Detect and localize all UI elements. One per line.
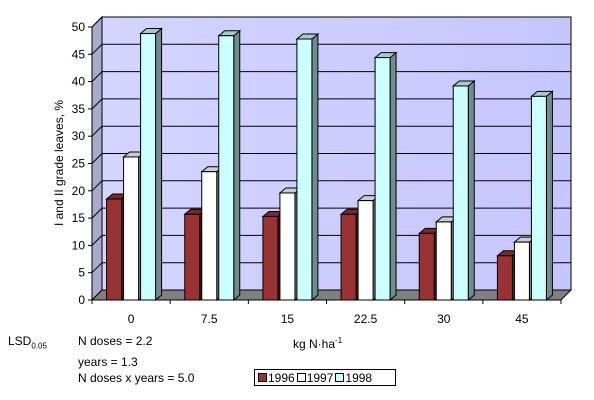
x-tick-label: 45 [515, 312, 529, 326]
x-axis-ticks: 0 7.5 15 22.5 30 45 [91, 300, 562, 326]
gridlines [91, 16, 571, 274]
y-tick-label: 35 [72, 102, 86, 116]
y-tick-label: 5 [78, 266, 85, 280]
bar-1998-15 [295, 32, 320, 302]
bars [105, 27, 554, 302]
lsd-row-2: years = 1.3 [8, 354, 194, 370]
x-axis-label-main: kg N·ha [293, 337, 335, 351]
lsd-row-3: N doses x years = 5.0 [8, 370, 194, 386]
bar-1998-7.5 [217, 29, 242, 302]
bar-front [357, 200, 374, 301]
bar-side [155, 27, 163, 302]
bar-1998-30 [451, 79, 476, 302]
gridline [91, 153, 571, 164]
y-tick-label: 15 [72, 211, 86, 225]
bar-1998-22.5 [373, 51, 398, 302]
lsd-row-1: LSD0.05 N doses = 2.2 [8, 333, 194, 354]
gridline [91, 43, 571, 55]
gridline [91, 16, 571, 28]
bar-front [184, 213, 201, 301]
bar-front [496, 255, 513, 301]
y-tick-label: 40 [72, 75, 86, 89]
gridline [91, 207, 571, 219]
bar-front [530, 95, 547, 301]
x-axis-label-sup: -1 [335, 336, 343, 345]
x-tick-label: 22.5 [354, 312, 378, 326]
bar-front [340, 213, 357, 301]
x-tick-label: 7.5 [201, 312, 218, 326]
bar-side [389, 51, 397, 302]
bar-front [123, 156, 140, 301]
y-tick-label: 10 [72, 238, 86, 252]
bar-front [279, 192, 296, 301]
legend: 1996 1997 1998 [254, 369, 396, 386]
legend-item-1996: 1996 [258, 371, 295, 385]
bar-side [467, 79, 475, 302]
gridline [91, 234, 571, 246]
lsd-label-main: LSD [8, 334, 32, 348]
bar-1998-0 [139, 27, 163, 302]
gridline [91, 262, 571, 274]
y-tick-label: 20 [72, 184, 86, 198]
lsd-block: LSD0.05 N doses = 2.2 years = 1.3 N doses… [8, 333, 194, 386]
legend-item-1997: 1997 [296, 370, 334, 385]
legend-label-1998: 1998 [345, 370, 373, 385]
y-tick-label: 0 [78, 293, 85, 307]
legend-swatch-1998 [335, 373, 345, 382]
bar-front [435, 221, 452, 301]
x-axis-label: kg N·ha-1 [293, 336, 343, 351]
lsd-years: years = 1.3 [78, 355, 138, 370]
y-tick-label: 45 [72, 47, 86, 61]
gridline [91, 125, 571, 137]
bar-front [262, 215, 279, 301]
bar-front [418, 232, 435, 301]
legend-item-1998: 1998 [335, 371, 372, 385]
x-tick-label: 15 [281, 312, 295, 326]
legend-label-1997: 1997 [306, 370, 334, 385]
lsd-n-doses: N doses = 2.2 [78, 334, 153, 348]
legend-label-1996: 1996 [268, 370, 295, 385]
bar-front [140, 33, 157, 301]
bar-front [296, 38, 313, 301]
gridline [91, 98, 571, 110]
bar-front [218, 35, 235, 301]
legend-swatch-1997 [296, 373, 306, 382]
bar-front [374, 57, 391, 301]
bar-front [201, 171, 218, 301]
y-tick-label: 25 [72, 157, 86, 171]
bar-side [311, 32, 319, 302]
y-tick-label: 30 [72, 129, 86, 143]
bar-1998-45 [530, 90, 554, 302]
gridline [91, 71, 571, 82]
lsd-label-sub: 0.05 [31, 341, 47, 351]
bar-side [545, 90, 553, 302]
bar-front [513, 241, 530, 301]
x-tick-label: 0 [128, 312, 135, 326]
bar-side [233, 29, 241, 302]
bar-front [452, 85, 469, 301]
x-tick-label: 30 [437, 312, 451, 326]
y-tick-label: 50 [72, 20, 86, 34]
legend-swatch-1996 [258, 373, 267, 382]
gridline [91, 180, 571, 192]
y-axis-ticks: 0 5 10 15 20 25 30 35 40 45 50 [72, 20, 92, 307]
lsd-title: LSD0.05 [8, 333, 78, 354]
y-axis-label: I and II grade leaves, % [52, 100, 66, 226]
bar-front [106, 198, 123, 301]
lsd-interaction: N doses x years = 5.0 [78, 371, 195, 386]
